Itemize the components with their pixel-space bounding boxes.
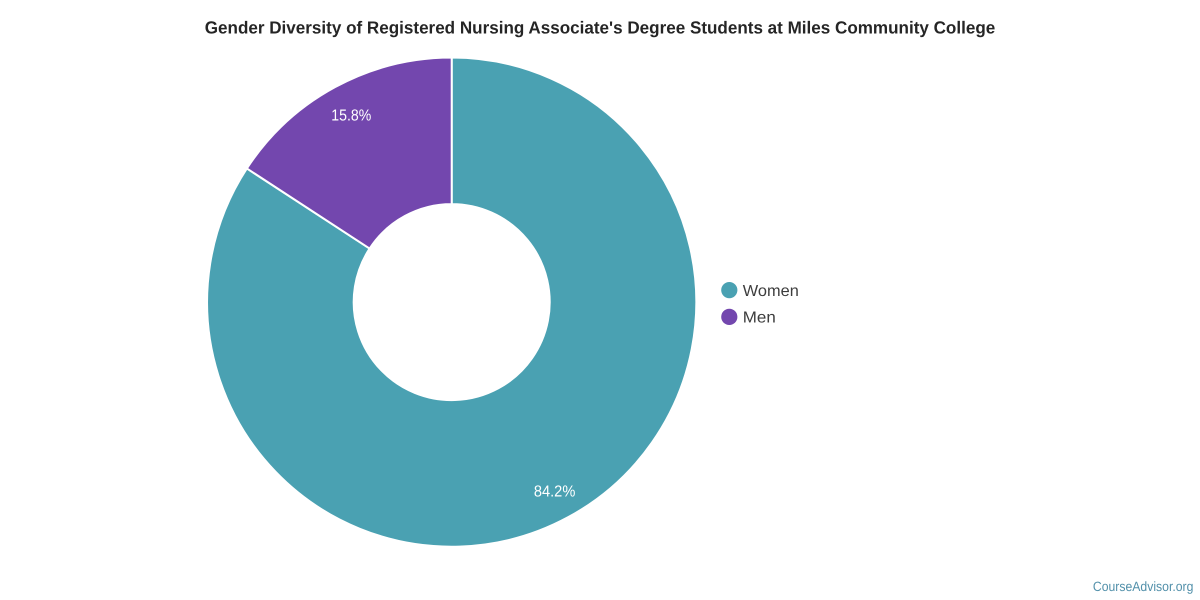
svg-text:15.8%: 15.8% — [331, 108, 371, 125]
svg-text:CourseAdvisor.org: CourseAdvisor.org — [1093, 579, 1194, 594]
svg-text:84.2%: 84.2% — [534, 483, 576, 500]
svg-text:Women: Women — [743, 283, 799, 300]
svg-text:Gender Diversity of Registered: Gender Diversity of Registered Nursing A… — [205, 18, 996, 38]
svg-text:Men: Men — [743, 310, 776, 327]
